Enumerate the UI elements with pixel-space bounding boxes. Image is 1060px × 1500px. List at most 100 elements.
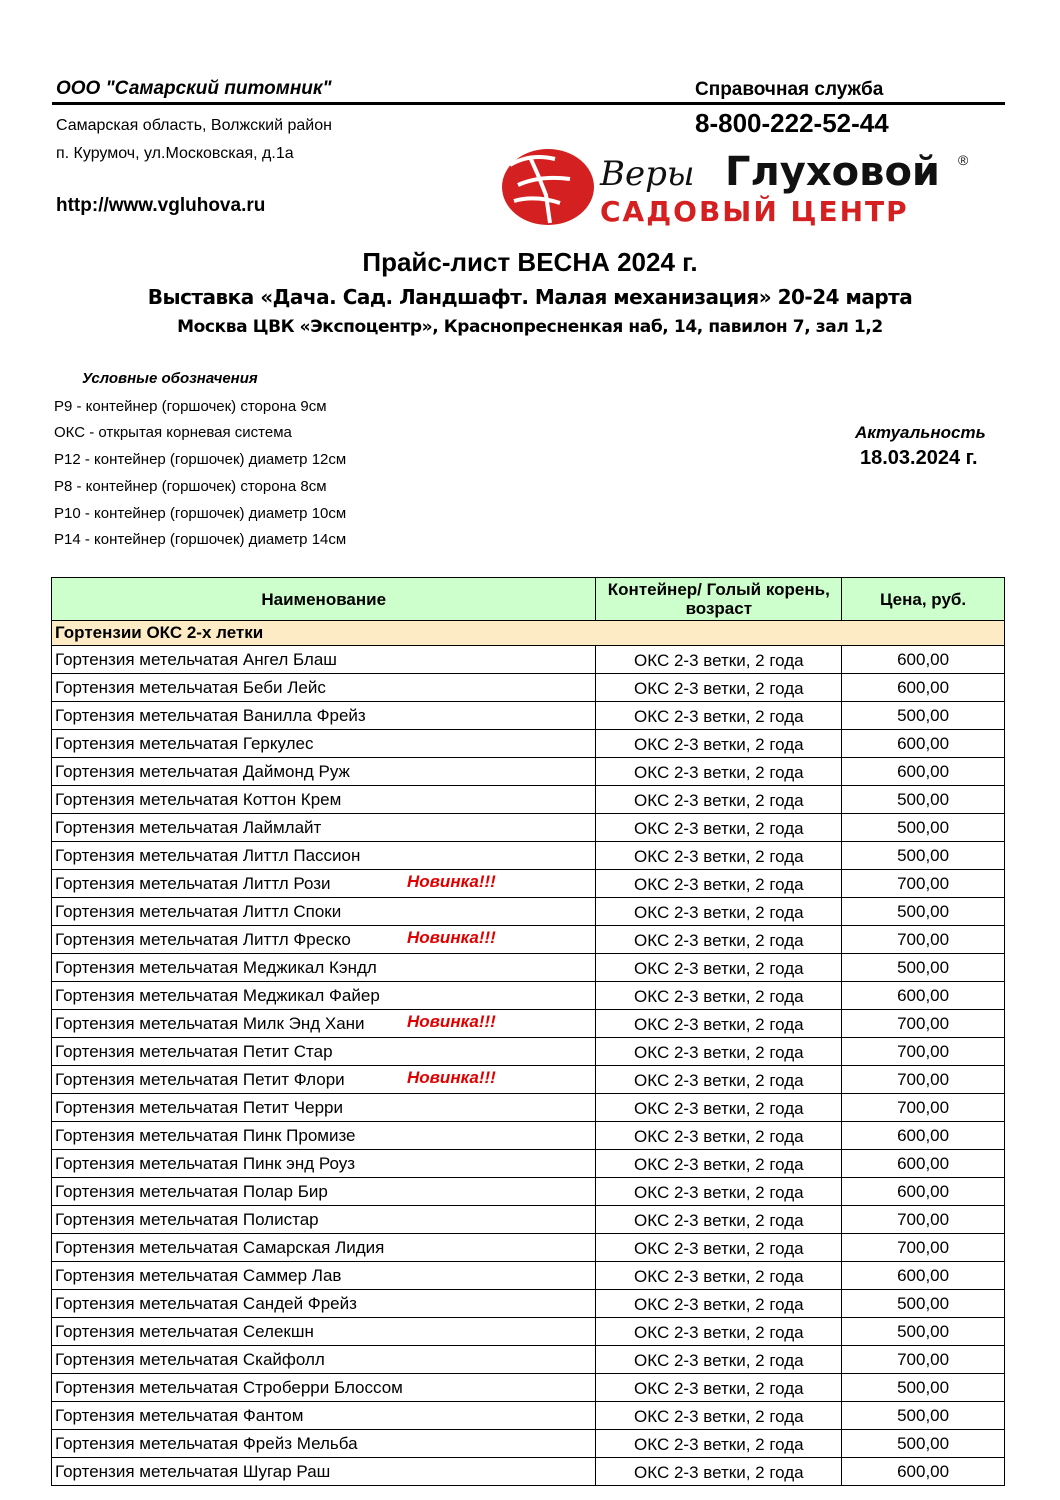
price: 500,00 bbox=[841, 841, 1005, 870]
product-name: Гортензия метельчатая Пинк энд Роуз bbox=[55, 1153, 355, 1173]
price: 500,00 bbox=[841, 785, 1005, 814]
price: 500,00 bbox=[841, 1429, 1005, 1458]
table-row: Гортензия метельчатая Литтл Фреско Новинк… bbox=[50, 925, 1005, 954]
exhibition-subtitle: Выставка «Дача. Сад. Ландшафт. Малая мех… bbox=[147, 285, 913, 309]
table-row: Гортензия метельчатая Петит Стар ОКС 2-3 … bbox=[50, 1037, 1005, 1066]
product-name: Гортензия метельчатая Милк Энд Хани bbox=[55, 1013, 365, 1033]
table-row: Гортензия метельчатая Лаймлайт ОКС 2-3 ве… bbox=[50, 813, 1005, 842]
new-badge: Новинка!!! bbox=[407, 1012, 496, 1031]
product-name: Гортензия метельчатая Полар Бир bbox=[55, 1181, 328, 1201]
product-name: Гортензия метельчатая Меджикал Файер bbox=[55, 985, 380, 1005]
column-header-name: Наименование bbox=[50, 577, 597, 621]
price: 600,00 bbox=[841, 645, 1005, 674]
container-type: ОКС 2-3 ветки, 2 года bbox=[595, 841, 843, 870]
container-type: ОКС 2-3 ветки, 2 года bbox=[595, 897, 843, 926]
legend-title: Условные обозначения bbox=[82, 370, 258, 387]
actuality-date: 18.03.2024 г. bbox=[860, 447, 978, 469]
table-row: Гортензия метельчатая Полар Бир ОКС 2-3 в… bbox=[50, 1177, 1005, 1206]
container-type: ОКС 2-3 ветки, 2 года bbox=[595, 1261, 843, 1290]
product-name: Гортензия метельчатая Пинк Промизе bbox=[55, 1125, 356, 1145]
product-name: Гортензия метельчатая Беби Лейс bbox=[55, 677, 326, 697]
price: 500,00 bbox=[841, 897, 1005, 926]
price-table: Наименование Контейнер/ Голый корень, во… bbox=[50, 577, 1005, 1486]
legend-item: ОКС - открытая корневая система bbox=[54, 424, 292, 441]
container-type: ОКС 2-3 ветки, 2 года bbox=[595, 1065, 843, 1094]
product-name-cell: Гортензия метельчатая Шугар Раш bbox=[50, 1457, 597, 1486]
price: 600,00 bbox=[841, 981, 1005, 1010]
product-name-cell: Гортензия метельчатая Литтл Споки bbox=[50, 897, 597, 926]
registered-mark: ® bbox=[958, 152, 969, 168]
price: 600,00 bbox=[841, 1121, 1005, 1150]
table-row: Гортензия метельчатая Петит Флори Новинка… bbox=[50, 1065, 1005, 1094]
price: 500,00 bbox=[841, 813, 1005, 842]
product-name-cell: Гортензия метельчатая Геркулес bbox=[50, 729, 597, 758]
logo-script-text: Веры bbox=[599, 154, 695, 194]
table-row: Гортензия метельчатая Геркулес ОКС 2-3 ве… bbox=[50, 729, 1005, 758]
product-name: Гортензия метельчатая Геркулес bbox=[55, 733, 314, 753]
price: 500,00 bbox=[841, 1401, 1005, 1430]
table-row: Гортензия метельчатая Даймонд Руж ОКС 2-3… bbox=[50, 757, 1005, 786]
product-name: Гортензия метельчатая Литтл Пассион bbox=[55, 845, 361, 865]
container-type: ОКС 2-3 ветки, 2 года bbox=[595, 729, 843, 758]
price: 600,00 bbox=[841, 673, 1005, 702]
product-name: Гортензия метельчатая Самарская Лидия bbox=[55, 1237, 385, 1257]
price: 700,00 bbox=[841, 869, 1005, 898]
table-row: Гортензия метельчатая Коттон Крем ОКС 2-3… bbox=[50, 785, 1005, 814]
container-type: ОКС 2-3 ветки, 2 года bbox=[595, 981, 843, 1010]
product-name: Гортензия метельчатая Сандей Фрейз bbox=[55, 1293, 357, 1313]
product-name: Гортензия метельчатая Ангел Блаш bbox=[55, 649, 337, 669]
product-name-cell: Гортензия метельчатая Фрейз Мельба bbox=[50, 1429, 597, 1458]
page-title: Прайс-лист ВЕСНА 2024 г. bbox=[362, 247, 698, 277]
container-type: ОКС 2-3 ветки, 2 года bbox=[595, 757, 843, 786]
price: 700,00 bbox=[841, 925, 1005, 954]
table-row: Гортензия метельчатая Милк Энд Хани Новин… bbox=[50, 1009, 1005, 1038]
price: 700,00 bbox=[841, 1093, 1005, 1122]
product-name: Гортензия метельчатая Коттон Крем bbox=[55, 789, 342, 809]
table-row: Гортензия метельчатая Ангел Блаш ОКС 2-3 … bbox=[50, 645, 1005, 674]
product-name-cell: Гортензия метельчатая Милк Энд Хани Новин… bbox=[50, 1009, 597, 1038]
table-row: Гортензия метельчатая Беби Лейс ОКС 2-3 в… bbox=[50, 673, 1005, 702]
container-type: ОКС 2-3 ветки, 2 года bbox=[595, 1233, 843, 1262]
price: 700,00 bbox=[841, 1233, 1005, 1262]
price: 600,00 bbox=[841, 757, 1005, 786]
product-name: Гортензия метельчатая Меджикал Кэндл bbox=[55, 957, 377, 977]
product-name-cell: Гортензия метельчатая Литтл Рози Новинка!… bbox=[50, 869, 597, 898]
table-row: Гортензия метельчатая Скайфолл ОКС 2-3 ве… bbox=[50, 1345, 1005, 1374]
product-name: Гортензия метельчатая Фантом bbox=[55, 1405, 304, 1425]
product-name-cell: Гортензия метельчатая Петит Флори Новинка… bbox=[50, 1065, 597, 1094]
table-row: Гортензия метельчатая Пинк Промизе ОКС 2-… bbox=[50, 1121, 1005, 1150]
logo-name-text: Глуховой bbox=[725, 149, 940, 195]
table-row: Гортензия метельчатая Фантом ОКС 2-3 ветк… bbox=[50, 1401, 1005, 1430]
container-type: ОКС 2-3 ветки, 2 года bbox=[595, 785, 843, 814]
product-name-cell: Гортензия метельчатая Саммер Лав bbox=[50, 1261, 597, 1290]
website-link[interactable]: http://www.vgluhova.ru bbox=[56, 195, 266, 216]
container-type: ОКС 2-3 ветки, 2 года bbox=[595, 869, 843, 898]
legend-item: Р14 - контейнер (горшочек) диаметр 14см bbox=[54, 531, 347, 548]
product-name-cell: Гортензия метельчатая Ванилла Фрейз bbox=[50, 701, 597, 730]
product-name-cell: Гортензия метельчатая Пинк энд Роуз bbox=[50, 1149, 597, 1178]
table-row: Гортензия метельчатая Фрейз Мельба ОКС 2-… bbox=[50, 1429, 1005, 1458]
table-row: Гортензия метельчатая Сандей Фрейз ОКС 2-… bbox=[50, 1289, 1005, 1318]
product-name: Гортензия метельчатая Скайфолл bbox=[55, 1349, 325, 1369]
logo-tagline: САДОВЫЙ ЦЕНТР bbox=[600, 194, 909, 228]
table-row: Гортензия метельчатая Литтл Споки ОКС 2-3… bbox=[50, 897, 1005, 926]
container-type: ОКС 2-3 ветки, 2 года bbox=[595, 673, 843, 702]
container-type: ОКС 2-3 ветки, 2 года bbox=[595, 1401, 843, 1430]
container-type: ОКС 2-3 ветки, 2 года bbox=[595, 645, 843, 674]
product-name: Гортензия метельчатая Литтл Споки bbox=[55, 901, 342, 921]
container-type: ОКС 2-3 ветки, 2 года bbox=[595, 1037, 843, 1066]
table-row: Гортензия метельчатая Самарская Лидия ОКС… bbox=[50, 1233, 1005, 1262]
product-name-cell: Гортензия метельчатая Селекшн bbox=[50, 1317, 597, 1346]
legend-item: Р9 - контейнер (горшочек) сторона 9см bbox=[54, 398, 327, 415]
product-name: Гортензия метельчатая Лаймлайт bbox=[55, 817, 322, 837]
product-name: Гортензия метельчатая Селекшн bbox=[55, 1321, 314, 1341]
price: 500,00 bbox=[841, 1373, 1005, 1402]
new-badge: Новинка!!! bbox=[407, 872, 496, 891]
price: 600,00 bbox=[841, 1457, 1005, 1486]
table-row: Гортензия метельчатая Меджикал Файер ОКС … bbox=[50, 981, 1005, 1010]
section-title: Гортензии ОКС 2-х летки bbox=[51, 620, 1005, 646]
container-type: ОКС 2-3 ветки, 2 года bbox=[595, 1009, 843, 1038]
address-line-2: п. Курумоч, ул.Московская, д.1а bbox=[56, 145, 294, 162]
product-name-cell: Гортензия метельчатая Самарская Лидия bbox=[50, 1233, 597, 1262]
product-name: Гортензия метельчатая Петит Флори bbox=[55, 1069, 345, 1089]
